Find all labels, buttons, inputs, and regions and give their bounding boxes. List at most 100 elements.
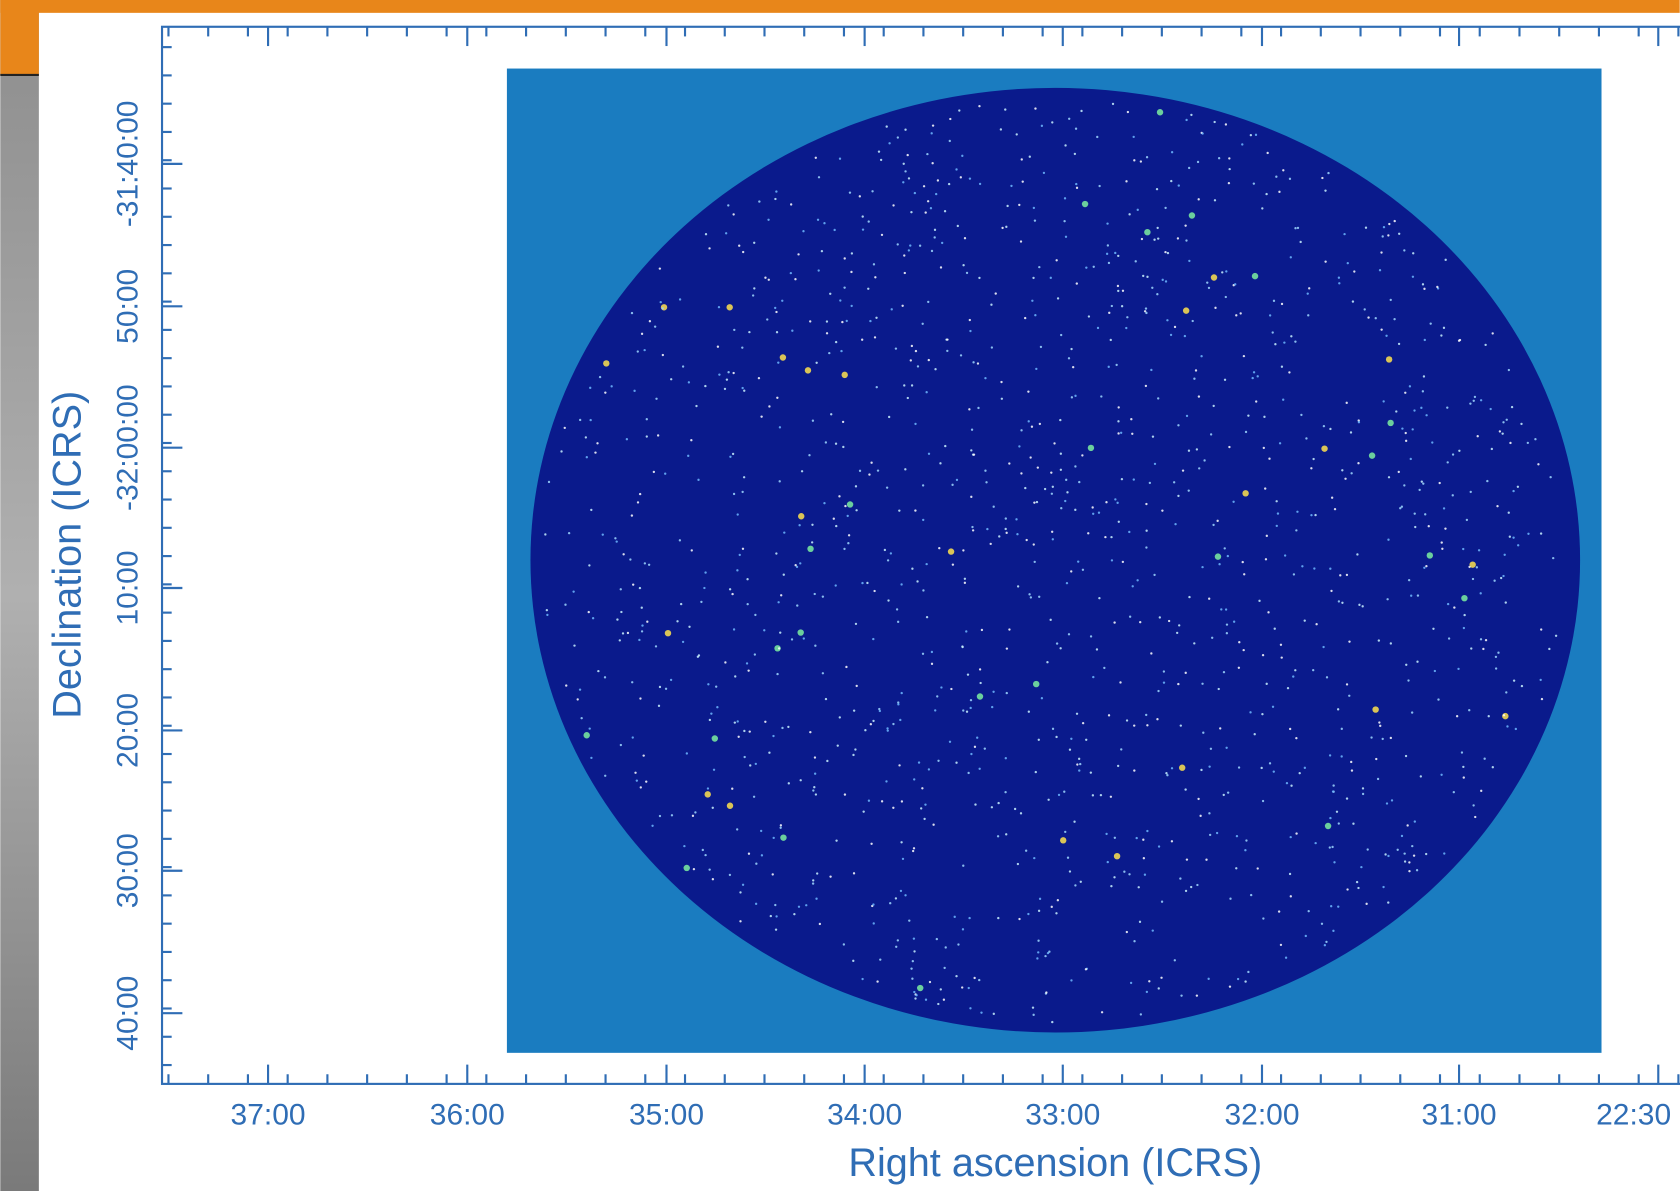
source <box>1494 667 1498 670</box>
source <box>731 452 735 456</box>
source <box>1512 536 1515 539</box>
source <box>1237 766 1241 769</box>
source <box>1098 184 1101 188</box>
source <box>1451 494 1454 497</box>
source <box>626 631 630 635</box>
source <box>733 721 737 724</box>
source <box>940 241 944 245</box>
source <box>1213 199 1217 202</box>
source <box>1387 538 1390 541</box>
source <box>1442 507 1446 510</box>
source <box>946 338 949 341</box>
source <box>1512 489 1515 493</box>
source <box>1117 520 1120 523</box>
source <box>968 318 971 322</box>
source <box>978 978 981 982</box>
source <box>1188 259 1191 263</box>
source <box>1024 849 1028 852</box>
source <box>969 706 972 710</box>
source <box>1143 310 1147 313</box>
source <box>1170 151 1174 154</box>
source <box>1385 356 1393 363</box>
source <box>1005 225 1008 229</box>
source <box>937 1002 940 1006</box>
source <box>774 197 777 201</box>
source <box>917 984 924 992</box>
source <box>1296 226 1300 230</box>
source <box>1133 940 1136 943</box>
source <box>907 177 911 180</box>
source <box>999 128 1003 131</box>
source <box>1452 790 1455 794</box>
source <box>683 844 686 848</box>
source <box>1196 883 1199 887</box>
source <box>651 824 654 827</box>
source <box>986 527 989 531</box>
source <box>1105 501 1108 504</box>
source <box>741 386 744 390</box>
source <box>638 586 642 590</box>
source <box>1353 270 1356 273</box>
source <box>1138 920 1142 924</box>
source <box>1037 909 1041 912</box>
source <box>1043 487 1047 491</box>
source <box>1100 395 1103 398</box>
y-tick-label: 40:00 <box>111 976 144 1051</box>
source <box>1075 712 1079 715</box>
source <box>1341 469 1344 472</box>
source <box>567 531 571 535</box>
source <box>1420 406 1423 410</box>
source <box>576 698 579 701</box>
source <box>648 320 652 323</box>
source <box>906 153 909 157</box>
source <box>854 622 858 626</box>
source <box>1413 512 1416 515</box>
source <box>1393 219 1396 223</box>
source <box>1350 472 1353 475</box>
source <box>1322 424 1326 428</box>
source <box>1077 757 1081 761</box>
source <box>846 514 849 518</box>
source <box>1177 184 1180 187</box>
source <box>900 841 903 844</box>
source <box>1426 552 1434 559</box>
source <box>640 332 644 336</box>
source <box>1374 317 1377 320</box>
source <box>1462 776 1465 779</box>
source <box>588 564 591 567</box>
source <box>1292 573 1296 576</box>
source <box>842 445 845 449</box>
source <box>1506 725 1509 728</box>
source <box>1335 810 1339 813</box>
source <box>1211 636 1214 639</box>
source <box>670 814 674 817</box>
source <box>1462 765 1465 769</box>
source <box>1249 711 1252 714</box>
source <box>794 564 797 567</box>
source <box>1333 861 1336 864</box>
source <box>1143 873 1147 876</box>
source <box>900 691 903 695</box>
source <box>1453 606 1456 609</box>
source <box>980 628 984 632</box>
source <box>1033 560 1036 564</box>
source <box>968 177 972 180</box>
x-tick-label: 37:00 <box>231 1099 306 1132</box>
source <box>694 811 697 814</box>
source <box>1027 420 1030 423</box>
source <box>618 639 621 642</box>
source <box>590 756 593 760</box>
source <box>1024 486 1027 490</box>
source <box>1294 227 1297 230</box>
source <box>1193 377 1196 380</box>
source <box>1357 886 1360 890</box>
source <box>812 879 815 882</box>
source <box>811 882 815 885</box>
source <box>1295 529 1298 532</box>
source <box>1346 261 1349 265</box>
source <box>697 654 701 657</box>
source <box>780 594 783 597</box>
source <box>1398 232 1401 235</box>
source <box>1419 775 1423 778</box>
source <box>925 562 928 566</box>
